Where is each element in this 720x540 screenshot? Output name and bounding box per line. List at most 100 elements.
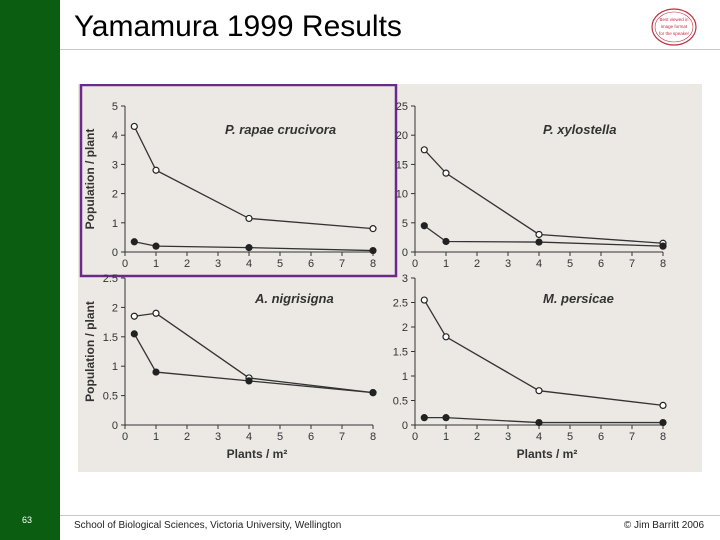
data-point-filled — [535, 418, 543, 427]
y-tick-label: 1 — [402, 371, 408, 383]
data-point-open — [152, 309, 160, 317]
x-tick-label: 0 — [122, 431, 128, 443]
y-tick-label: 1.5 — [103, 332, 118, 344]
series-line-open — [423, 149, 664, 244]
data-point-filled — [245, 377, 253, 385]
x-tick-label: 0 — [412, 431, 418, 443]
y-tick-label: 25 — [396, 101, 408, 113]
chart-panel-3: 0 0.5 1 1.5 2 2.5 0 1 2 3 4 5 6 7 8 A. nigrisigna Popula… — [83, 273, 377, 461]
slide-title: Yamamura 1999 Results — [74, 10, 402, 43]
panel-title: P. rapae crucivora — [225, 122, 336, 137]
series-line-filled — [134, 241, 374, 252]
data-point-open — [442, 333, 450, 341]
x-tick-label: 7 — [629, 431, 635, 443]
x-tick-label: 2 — [474, 258, 480, 270]
panel-title: A. nigrisigna — [254, 291, 334, 306]
y-tick-label: 2 — [112, 302, 118, 314]
x-tick-label: 8 — [660, 258, 666, 270]
x-tick-label: 6 — [598, 258, 604, 270]
x-tick-label: 3 — [215, 258, 221, 270]
data-point-filled — [245, 244, 253, 252]
data-point-open — [152, 166, 160, 174]
series-line-open — [423, 299, 664, 407]
x-tick-label: 2 — [474, 431, 480, 443]
x-tick-label: 1 — [153, 258, 159, 270]
y-tick-label: 4 — [112, 130, 118, 142]
data-point-open — [535, 230, 543, 239]
y-tick-label: 1.5 — [393, 347, 408, 359]
data-point-filled — [130, 238, 138, 246]
y-tick-label: 0 — [402, 247, 408, 259]
data-point-filled — [369, 246, 377, 255]
data-point-open — [245, 214, 253, 223]
chart-panel-2: 0 5 10 15 20 25 0 1 2 3 4 5 6 7 8 P. xylostella — [396, 101, 667, 270]
y-tick-label: 10 — [396, 189, 408, 201]
y-tick-label: 3 — [402, 273, 408, 285]
series-line-filled — [423, 225, 664, 247]
panel-title: P. xylostella — [543, 122, 616, 137]
y-tick-label: 0.5 — [103, 391, 118, 403]
x-tick-label: 4 — [246, 258, 252, 270]
data-point-filled — [442, 414, 450, 422]
data-point-open — [369, 225, 377, 233]
x-tick-label: 4 — [246, 431, 252, 443]
logo-seal: Best viewed in image format for the spea… — [651, 8, 697, 46]
y-tick-label: 1 — [112, 218, 118, 230]
x-tick-label: 3 — [505, 431, 511, 443]
footer-divider — [60, 515, 720, 516]
data-point-filled — [659, 242, 667, 250]
x-tick-label: 8 — [370, 431, 376, 443]
x-tick-label: 0 — [412, 258, 418, 270]
x-tick-label: 4 — [536, 431, 542, 443]
y-axis-label: Population / plant — [83, 129, 97, 230]
x-tick-label: 2 — [184, 258, 190, 270]
series-line-filled — [133, 333, 374, 394]
footer-institution: School of Biological Sciences, Victoria … — [74, 520, 342, 531]
x-tick-label: 4 — [536, 258, 542, 270]
highlight-frame — [79, 83, 398, 278]
y-tick-label: 0 — [402, 420, 408, 432]
data-point-filled — [420, 222, 428, 230]
y-tick-label: 0 — [112, 420, 118, 432]
series-line-open — [134, 312, 374, 394]
y-tick-label: 3 — [112, 159, 118, 171]
x-tick-label: 1 — [153, 431, 159, 443]
x-axis-label: Plants / m² — [517, 447, 578, 461]
chart-panel-4: 0 0.5 1 1.5 2 2.5 3 0 1 2 3 4 5 6 7 8 M. persicae Plants … — [393, 273, 667, 461]
data-point-open — [420, 296, 428, 304]
y-tick-label: 0.5 — [393, 396, 408, 408]
data-point-filled — [152, 242, 160, 250]
side-bar — [0, 0, 60, 540]
panel-title: M. persicae — [543, 291, 614, 306]
page-number: 63 — [22, 515, 33, 525]
data-point-filled — [152, 368, 160, 376]
x-tick-label: 5 — [277, 431, 283, 443]
x-tick-label: 7 — [629, 258, 635, 270]
y-axis-label: Population / plant — [83, 301, 97, 402]
x-tick-label: 7 — [339, 431, 345, 443]
chart-panel-1: 0 1 2 3 4 5 0 1 2 3 4 5 6 7 8 P. rapae crucivora Populat… — [79, 83, 398, 278]
y-tick-label: 2 — [112, 189, 118, 201]
x-tick-label: 2 — [184, 431, 190, 443]
data-point-open — [130, 122, 138, 131]
x-tick-label: 5 — [277, 258, 283, 270]
y-tick-label: 2 — [402, 322, 408, 334]
data-point-filled — [420, 414, 428, 422]
x-tick-label: 6 — [308, 431, 314, 443]
x-tick-label: 1 — [443, 258, 449, 270]
logo-text-2: image format — [661, 24, 688, 29]
y-tick-label: 5 — [112, 101, 118, 113]
x-tick-label: 1 — [443, 431, 449, 443]
y-tick-label: 1 — [112, 361, 118, 373]
y-tick-label: 2.5 — [393, 298, 408, 310]
y-tick-label: 5 — [402, 218, 408, 230]
y-tick-label: 0 — [112, 247, 118, 259]
logo-text-3: for the speaker — [659, 31, 690, 36]
y-tick-label: 2.5 — [103, 273, 118, 285]
x-tick-label: 3 — [505, 258, 511, 270]
data-point-filled — [659, 418, 667, 427]
x-axis-label: Plants / m² — [227, 447, 288, 461]
y-tick-label: 15 — [396, 159, 408, 171]
x-tick-label: 8 — [370, 258, 376, 270]
logo-text-1: Best viewed in — [659, 17, 689, 22]
